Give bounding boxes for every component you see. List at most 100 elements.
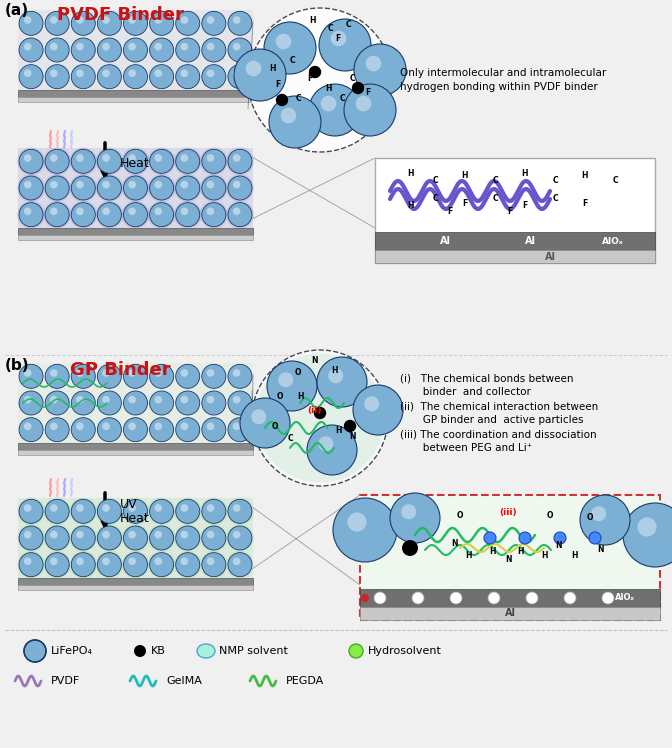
- Circle shape: [128, 423, 136, 430]
- Circle shape: [155, 557, 162, 565]
- Circle shape: [206, 181, 214, 188]
- Circle shape: [226, 524, 253, 551]
- Circle shape: [355, 96, 372, 111]
- Text: C: C: [327, 23, 333, 32]
- Circle shape: [24, 396, 32, 403]
- Circle shape: [76, 181, 84, 188]
- Text: Al: Al: [544, 251, 556, 262]
- Circle shape: [155, 207, 162, 215]
- Circle shape: [206, 423, 214, 430]
- Circle shape: [345, 420, 355, 432]
- Circle shape: [174, 174, 201, 201]
- Circle shape: [228, 553, 252, 577]
- Bar: [18, 10, 253, 90]
- Bar: [375, 232, 655, 250]
- Circle shape: [76, 43, 84, 50]
- Circle shape: [281, 108, 296, 123]
- Circle shape: [128, 70, 136, 77]
- Circle shape: [150, 553, 173, 577]
- Circle shape: [44, 524, 71, 551]
- Text: H: H: [521, 168, 528, 177]
- Circle shape: [202, 38, 226, 62]
- Circle shape: [202, 203, 226, 227]
- Circle shape: [228, 176, 252, 200]
- Circle shape: [175, 176, 200, 200]
- Text: H: H: [308, 16, 315, 25]
- Circle shape: [50, 531, 58, 539]
- Circle shape: [155, 181, 162, 188]
- Circle shape: [412, 592, 424, 604]
- Text: C: C: [349, 73, 355, 82]
- Circle shape: [353, 82, 364, 94]
- Circle shape: [128, 154, 136, 162]
- Circle shape: [71, 11, 95, 35]
- Bar: [18, 228, 253, 235]
- Circle shape: [200, 174, 227, 201]
- Circle shape: [150, 364, 173, 388]
- Circle shape: [401, 504, 416, 519]
- Circle shape: [175, 391, 200, 415]
- Circle shape: [206, 207, 214, 215]
- Circle shape: [228, 500, 252, 524]
- Circle shape: [44, 201, 71, 228]
- Circle shape: [71, 391, 95, 415]
- Circle shape: [97, 38, 122, 62]
- Circle shape: [45, 391, 69, 415]
- Circle shape: [122, 201, 149, 228]
- Circle shape: [155, 369, 162, 377]
- Text: Hydrosolvent: Hydrosolvent: [368, 646, 442, 656]
- Circle shape: [128, 16, 136, 24]
- Circle shape: [17, 498, 44, 525]
- Circle shape: [181, 557, 188, 565]
- Circle shape: [202, 526, 226, 550]
- Circle shape: [148, 148, 175, 175]
- Circle shape: [44, 498, 71, 525]
- Text: LiFePO₄: LiFePO₄: [51, 646, 93, 656]
- Circle shape: [228, 150, 252, 174]
- Circle shape: [181, 369, 188, 377]
- Text: H: H: [269, 64, 276, 73]
- Text: H: H: [297, 391, 303, 400]
- Circle shape: [174, 201, 201, 228]
- Circle shape: [24, 504, 32, 512]
- Circle shape: [102, 16, 110, 24]
- Circle shape: [71, 526, 95, 550]
- Circle shape: [155, 531, 162, 539]
- Circle shape: [96, 174, 123, 201]
- Text: (iii) The coordination and dissociation: (iii) The coordination and dissociation: [400, 429, 597, 439]
- Circle shape: [181, 207, 188, 215]
- Circle shape: [17, 524, 44, 551]
- Circle shape: [175, 38, 200, 62]
- Text: H: H: [332, 366, 338, 375]
- Circle shape: [70, 174, 97, 201]
- Circle shape: [122, 498, 149, 525]
- Bar: [18, 498, 253, 578]
- Circle shape: [564, 592, 576, 604]
- Circle shape: [175, 500, 200, 524]
- Circle shape: [206, 16, 214, 24]
- Circle shape: [70, 551, 97, 578]
- Text: between PEG and Li⁺: between PEG and Li⁺: [400, 443, 532, 453]
- Circle shape: [233, 504, 241, 512]
- Circle shape: [228, 526, 252, 550]
- Circle shape: [50, 70, 58, 77]
- Text: F: F: [448, 206, 453, 215]
- Text: O: O: [271, 422, 278, 431]
- Circle shape: [526, 592, 538, 604]
- Circle shape: [96, 498, 123, 525]
- Circle shape: [24, 640, 46, 662]
- Circle shape: [24, 207, 32, 215]
- Text: F: F: [335, 34, 341, 43]
- Circle shape: [76, 396, 84, 403]
- Circle shape: [44, 174, 71, 201]
- Circle shape: [17, 174, 44, 201]
- Circle shape: [102, 423, 110, 430]
- Circle shape: [331, 31, 346, 46]
- Text: C: C: [552, 176, 558, 185]
- Text: Al: Al: [439, 236, 450, 246]
- Bar: [18, 97, 253, 102]
- Circle shape: [206, 369, 214, 377]
- Circle shape: [70, 201, 97, 228]
- Circle shape: [228, 38, 252, 62]
- Text: C: C: [339, 94, 345, 102]
